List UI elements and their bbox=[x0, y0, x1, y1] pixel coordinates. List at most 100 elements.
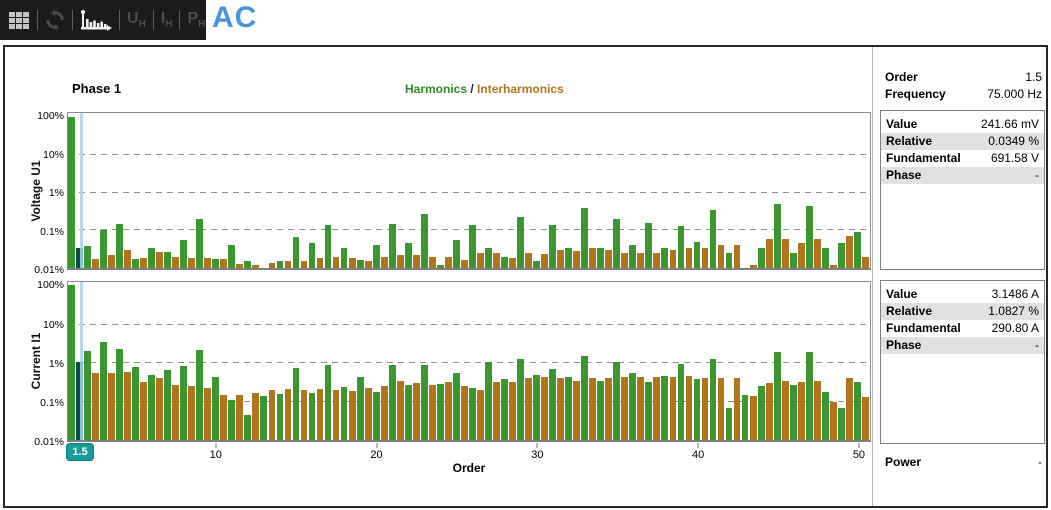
harmonic-bar[interactable] bbox=[84, 350, 91, 440]
harmonic-bar[interactable] bbox=[821, 247, 829, 268]
harmonic-bar[interactable] bbox=[677, 226, 685, 268]
interharmonic-bar[interactable] bbox=[460, 260, 468, 268]
harmonic-bar[interactable] bbox=[356, 260, 364, 268]
harmonic-bar[interactable] bbox=[68, 284, 75, 440]
harmonic-bar[interactable] bbox=[565, 376, 573, 440]
harmonic-bar[interactable] bbox=[68, 117, 75, 268]
harmonic-bar[interactable] bbox=[324, 364, 332, 440]
interharmonic-bar[interactable] bbox=[396, 255, 404, 268]
interharmonic-bar[interactable] bbox=[541, 253, 548, 268]
interharmonic-bar[interactable] bbox=[637, 377, 645, 440]
interharmonic-bar[interactable] bbox=[92, 259, 99, 268]
interharmonic-bar[interactable] bbox=[701, 247, 709, 268]
interharmonic-bar[interactable] bbox=[749, 265, 757, 268]
harmonic-bar[interactable] bbox=[116, 348, 123, 440]
interharmonic-bar[interactable] bbox=[557, 250, 565, 268]
interharmonic-bar[interactable] bbox=[701, 377, 709, 440]
harmonic-bar[interactable] bbox=[212, 259, 220, 268]
interharmonic-bar[interactable] bbox=[797, 381, 805, 440]
interharmonic-bar[interactable] bbox=[380, 385, 388, 440]
interharmonic-bar[interactable] bbox=[204, 258, 212, 268]
harmonic-bar[interactable] bbox=[693, 241, 701, 268]
harmonic-bar[interactable] bbox=[789, 253, 797, 268]
interharmonic-bar[interactable] bbox=[316, 258, 324, 268]
interharmonic-bar[interactable] bbox=[717, 377, 725, 440]
interharmonic-bar[interactable] bbox=[92, 373, 99, 440]
interharmonic-bar[interactable] bbox=[444, 382, 452, 440]
harmonic-bar[interactable] bbox=[244, 261, 252, 268]
interharmonic-bar[interactable] bbox=[573, 380, 581, 440]
harmonic-bar[interactable] bbox=[388, 364, 396, 440]
interharmonic-bar[interactable] bbox=[653, 253, 661, 268]
interharmonic-bar[interactable] bbox=[477, 390, 484, 440]
harmonic-bar[interactable] bbox=[613, 218, 621, 268]
interharmonic-bar[interactable] bbox=[268, 262, 276, 268]
interharmonic-bar[interactable] bbox=[829, 265, 837, 268]
harmonic-bar[interactable] bbox=[581, 207, 589, 268]
interharmonic-bar[interactable] bbox=[156, 251, 164, 268]
interharmonic-bar[interactable] bbox=[829, 401, 837, 440]
interharmonic-bar[interactable] bbox=[765, 383, 773, 440]
harmonic-bar[interactable] bbox=[132, 259, 139, 268]
harmonic-bar[interactable] bbox=[228, 400, 236, 440]
interharmonic-bar[interactable] bbox=[733, 378, 741, 440]
interharmonic-bar[interactable] bbox=[252, 392, 260, 440]
interharmonic-bar[interactable] bbox=[733, 245, 741, 268]
harmonic-bar[interactable] bbox=[709, 358, 717, 440]
interharmonic-bar[interactable] bbox=[781, 380, 789, 440]
harmonic-bar[interactable] bbox=[773, 204, 781, 268]
harmonic-bar[interactable] bbox=[420, 364, 428, 440]
interharmonic-bar[interactable] bbox=[364, 387, 372, 440]
interharmonic-bar[interactable] bbox=[525, 253, 532, 268]
cursor-order-badge[interactable]: 1.5 bbox=[66, 443, 94, 461]
harmonic-bar[interactable] bbox=[469, 387, 476, 440]
interharmonic-bar[interactable] bbox=[380, 256, 388, 268]
harmonic-bar[interactable] bbox=[485, 362, 492, 440]
harmonic-bar[interactable] bbox=[420, 214, 428, 268]
interharmonic-bar[interactable] bbox=[108, 373, 115, 440]
cursor-line[interactable] bbox=[79, 282, 83, 440]
harmonic-bar[interactable] bbox=[725, 253, 733, 268]
interharmonic-bar[interactable] bbox=[220, 259, 228, 268]
harmonic-bar[interactable] bbox=[356, 376, 364, 440]
interharmonic-bar[interactable] bbox=[493, 381, 500, 440]
interharmonic-bar[interactable] bbox=[621, 253, 629, 268]
interharmonic-bar[interactable] bbox=[156, 377, 164, 440]
power-harmonics-button[interactable]: PH bbox=[185, 4, 207, 36]
harmonic-bar[interactable] bbox=[164, 251, 172, 268]
current-harmonics-chart[interactable] bbox=[67, 281, 871, 442]
harmonic-bar[interactable] bbox=[228, 244, 236, 268]
interharmonic-bar[interactable] bbox=[124, 371, 131, 440]
harmonic-bar[interactable] bbox=[196, 350, 204, 440]
harmonics-view-button[interactable] bbox=[78, 4, 114, 36]
interharmonic-bar[interactable] bbox=[124, 250, 131, 268]
interharmonic-bar[interactable] bbox=[204, 388, 212, 440]
harmonic-bar[interactable] bbox=[324, 224, 332, 268]
harmonic-bar[interactable] bbox=[469, 224, 476, 268]
interharmonic-bar[interactable] bbox=[428, 385, 436, 440]
harmonic-bar[interactable] bbox=[260, 395, 268, 440]
interharmonic-bar[interactable] bbox=[460, 385, 468, 440]
interharmonic-bar[interactable] bbox=[525, 377, 532, 440]
interharmonic-bar[interactable] bbox=[749, 395, 757, 440]
harmonic-bar[interactable] bbox=[837, 407, 845, 440]
harmonic-bar[interactable] bbox=[821, 391, 829, 440]
interharmonic-bar[interactable] bbox=[717, 245, 725, 268]
harmonic-bar[interactable] bbox=[805, 351, 813, 440]
harmonic-bar[interactable] bbox=[773, 352, 781, 440]
interharmonic-bar[interactable] bbox=[653, 376, 661, 440]
harmonic-bar[interactable] bbox=[501, 256, 508, 268]
harmonic-bar[interactable] bbox=[308, 243, 316, 268]
harmonic-bar[interactable] bbox=[404, 243, 412, 268]
interharmonic-bar[interactable] bbox=[300, 261, 308, 268]
interharmonic-bar[interactable] bbox=[557, 377, 565, 440]
harmonic-bar[interactable] bbox=[388, 223, 396, 268]
interharmonic-bar[interactable] bbox=[364, 261, 372, 268]
harmonic-bar[interactable] bbox=[372, 391, 380, 440]
refresh-button[interactable] bbox=[43, 4, 67, 36]
harmonic-bar[interactable] bbox=[661, 247, 669, 268]
harmonic-bar[interactable] bbox=[645, 222, 653, 268]
interharmonic-bar[interactable] bbox=[637, 253, 645, 268]
interharmonic-bar[interactable] bbox=[300, 390, 308, 440]
harmonic-bar[interactable] bbox=[853, 232, 861, 268]
